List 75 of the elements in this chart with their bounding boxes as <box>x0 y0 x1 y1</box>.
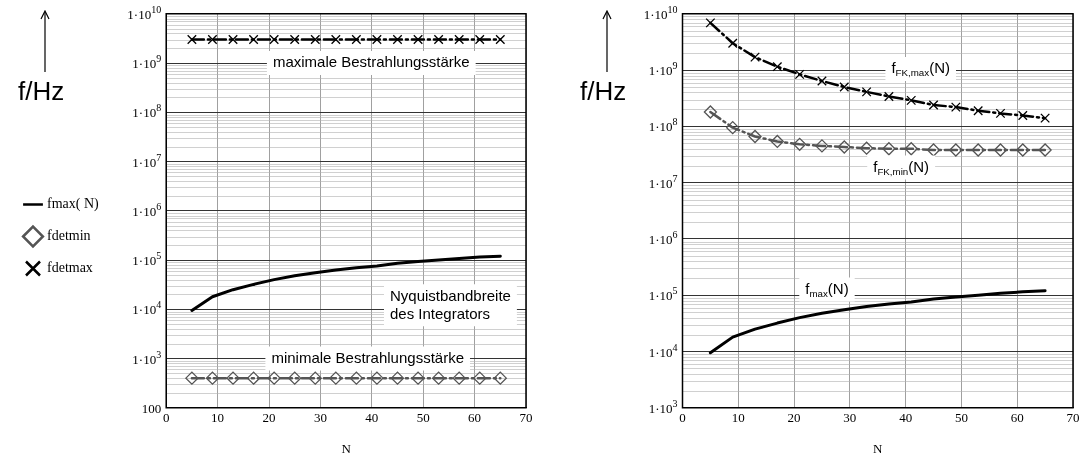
y-tick-label: 1·10$^{3}$ <box>132 348 162 367</box>
y-tick-label: 1·10$^{5}$ <box>648 284 678 303</box>
point <box>727 38 738 49</box>
x-tick-label: 20 <box>787 410 801 426</box>
x-tick-label: 40 <box>365 410 379 426</box>
x-tick-label: 70 <box>519 410 533 426</box>
point <box>815 139 829 153</box>
point <box>793 137 807 151</box>
point <box>837 140 851 154</box>
y-tick-label: 1·10$^{8}$ <box>132 101 162 120</box>
x-tick-label: 70 <box>1066 410 1080 426</box>
y-tick-label: 1·10$^{8}$ <box>648 115 678 134</box>
y-tick-label: 1·10$^{10}$ <box>127 3 162 22</box>
x-tick-label: 10 <box>731 410 745 426</box>
x-tick-label: 50 <box>954 410 968 426</box>
legend-label: fdetmin <box>47 228 91 244</box>
annotation: Nyquistbandbreite des Integrators <box>389 286 511 322</box>
point <box>926 143 941 157</box>
y-axis-title: f/Hz <box>580 76 627 107</box>
point <box>703 105 718 119</box>
x-tick-label: 20 <box>262 410 276 426</box>
y-tick-label: 1·10$^{7}$ <box>132 151 162 170</box>
y-tick-label: 1·10$^{3}$ <box>648 397 678 416</box>
point <box>884 91 894 102</box>
y-tick-label: 1·10$^{4}$ <box>132 298 162 317</box>
annotation: maximale Bestrahlungsstärke <box>272 53 470 71</box>
point <box>906 95 917 106</box>
point <box>859 141 874 155</box>
legend-label: fmax( N) <box>47 196 100 213</box>
y-axis-title: f/Hz <box>18 76 65 107</box>
x-tick-label: 0 <box>679 410 686 426</box>
y-tick-label: 100 <box>141 400 162 416</box>
x-tick-label: 30 <box>843 410 857 426</box>
point <box>772 61 783 72</box>
y-tick-label: 1·10$^{4}$ <box>648 341 678 359</box>
x-axis-title: N <box>873 440 884 456</box>
x-tick-label: 10 <box>211 410 225 426</box>
y-tick-label: 1·10$^{9}$ <box>132 52 162 71</box>
x-axis-title: N <box>341 440 352 456</box>
point <box>949 143 963 157</box>
point <box>1016 143 1030 157</box>
point <box>882 142 896 156</box>
y-tick-label: 1·10$^{7}$ <box>648 172 678 191</box>
point <box>973 105 984 116</box>
y-tick-label: 1·10$^{9}$ <box>648 59 678 78</box>
x-tick-label: 50 <box>416 410 430 426</box>
point <box>817 76 827 86</box>
point <box>1040 113 1050 124</box>
y-tick-label: 1·10$^{10}$ <box>643 3 678 22</box>
point <box>971 143 985 157</box>
point <box>726 120 740 135</box>
point <box>1017 110 1028 121</box>
x-tick-label: 0 <box>162 410 170 426</box>
point <box>950 102 961 112</box>
y-tick-label: 1·10$^{6}$ <box>132 200 162 219</box>
point <box>750 52 760 63</box>
point <box>904 142 918 156</box>
point <box>839 82 850 92</box>
point <box>993 143 1008 157</box>
x-tick-label: 30 <box>313 410 327 426</box>
y-tick-label: 1·10$^{6}$ <box>648 228 678 247</box>
x-tick-label: 60 <box>1010 410 1024 426</box>
point <box>928 100 939 110</box>
point <box>705 17 716 28</box>
y-tick-label: 1·10$^{5}$ <box>132 249 162 268</box>
point <box>861 86 872 97</box>
legend-label: fdetmax <box>47 260 93 276</box>
x-tick-label: 60 <box>468 410 482 426</box>
point <box>770 134 784 149</box>
point <box>995 108 1006 119</box>
point <box>1038 143 1052 157</box>
point <box>748 129 762 144</box>
annotation: minimale Bestrahlungsstärke <box>271 348 464 366</box>
x-tick-label: 40 <box>899 410 913 426</box>
point <box>794 69 805 80</box>
